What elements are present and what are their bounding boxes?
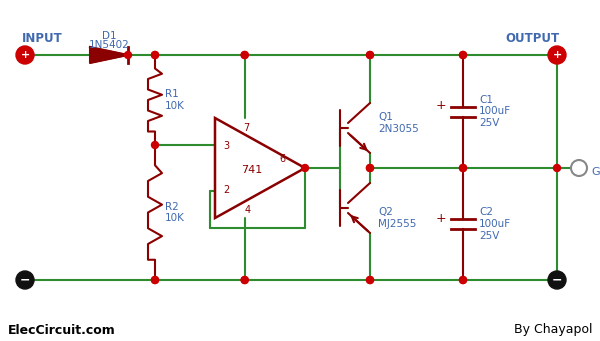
Circle shape [241,277,248,283]
Circle shape [460,51,467,59]
Circle shape [151,51,158,59]
Circle shape [16,46,34,64]
Circle shape [241,277,248,283]
Circle shape [554,164,560,172]
Text: +: + [436,211,446,224]
Circle shape [460,51,467,59]
Text: 2: 2 [223,185,229,195]
Circle shape [16,271,34,289]
Circle shape [151,277,158,283]
Circle shape [548,271,566,289]
Text: Q1
2N3055: Q1 2N3055 [378,112,419,134]
Text: +: + [436,99,446,112]
Circle shape [460,164,467,172]
Circle shape [302,164,308,172]
Text: Ground: Ground [591,167,600,177]
Text: C1
100uF
25V: C1 100uF 25V [479,95,511,128]
Circle shape [125,51,131,59]
Circle shape [151,277,158,283]
Circle shape [548,46,566,64]
Circle shape [571,160,587,176]
Circle shape [460,164,467,172]
Text: D1: D1 [101,31,116,41]
Circle shape [151,51,158,59]
Circle shape [367,277,373,283]
Text: 4: 4 [245,205,251,215]
Circle shape [460,277,467,283]
Text: C2
100uF
25V: C2 100uF 25V [479,207,511,241]
Circle shape [367,51,373,59]
Text: R2
10K: R2 10K [165,202,185,223]
Text: 741: 741 [241,165,263,175]
Text: 1N5402: 1N5402 [89,40,130,50]
Text: 6: 6 [279,154,285,164]
Polygon shape [90,47,128,63]
Text: R1
10K: R1 10K [165,89,185,111]
Circle shape [241,51,248,59]
Text: +: + [20,50,29,60]
Text: ElecCircuit.com: ElecCircuit.com [8,324,116,337]
Circle shape [367,164,373,172]
Circle shape [151,142,158,148]
Circle shape [367,164,373,172]
Text: OUTPUT: OUTPUT [506,31,560,44]
Text: −: − [552,273,562,286]
Text: −: − [20,273,30,286]
Circle shape [241,51,248,59]
Circle shape [460,277,467,283]
Text: 3: 3 [223,141,229,151]
Circle shape [367,51,373,59]
Text: +: + [553,50,562,60]
Text: Q2
MJ2555: Q2 MJ2555 [378,207,416,229]
Text: INPUT: INPUT [22,31,63,44]
Text: 7: 7 [242,123,249,133]
Circle shape [367,277,373,283]
Text: By Chayapol: By Chayapol [514,324,592,337]
